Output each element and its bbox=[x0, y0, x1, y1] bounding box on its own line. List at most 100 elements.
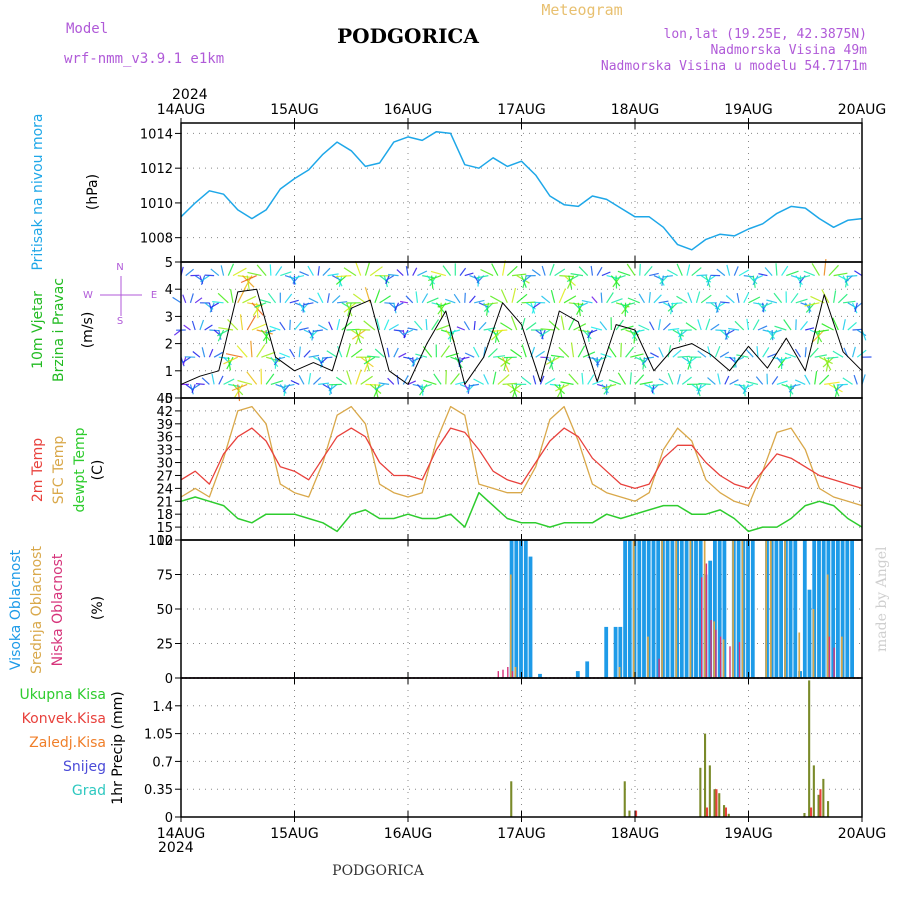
wind-arrow bbox=[247, 271, 262, 277]
wind-arrow bbox=[195, 383, 205, 385]
wind-arrow bbox=[350, 348, 363, 358]
wind-arrow bbox=[826, 356, 839, 359]
wind-arrow bbox=[506, 265, 518, 277]
wind-arrow bbox=[204, 324, 213, 331]
wind-arrow bbox=[658, 347, 664, 358]
wind-arrow bbox=[648, 384, 655, 395]
wind-arrow bbox=[487, 348, 498, 358]
x-tick-label-top: 16AUG bbox=[384, 102, 433, 118]
wind-arrow bbox=[217, 329, 229, 337]
wind-arrow bbox=[853, 302, 863, 310]
high-cloud-bar bbox=[722, 540, 727, 678]
wind-arrow bbox=[303, 329, 315, 335]
y-tick-label: 1.05 bbox=[144, 728, 173, 743]
legend-total-rain: Ukupna Kisa bbox=[19, 687, 106, 703]
wind-arrow bbox=[405, 266, 409, 276]
wind-arrow bbox=[672, 349, 682, 358]
wind-arrow bbox=[250, 340, 253, 358]
mid-cloud-bar bbox=[784, 540, 786, 678]
wind-arrow bbox=[687, 292, 693, 304]
wind-arrow bbox=[576, 302, 584, 315]
wind-arrow bbox=[766, 329, 776, 339]
wind-arrow bbox=[242, 295, 257, 304]
wind-arrow bbox=[354, 260, 362, 276]
wind-arrow bbox=[521, 301, 536, 304]
wind-arrow bbox=[837, 293, 848, 304]
wind-arrow bbox=[736, 354, 749, 358]
wind-arrow bbox=[686, 264, 691, 276]
wind-arrow bbox=[322, 267, 331, 277]
wind-arrow bbox=[625, 346, 634, 358]
wind-arrow bbox=[352, 293, 366, 304]
wind-arrow bbox=[577, 302, 588, 308]
y-tick-label: 4 bbox=[165, 283, 173, 298]
wind-arrow bbox=[453, 293, 461, 304]
x-tick-label-top: 14AUG bbox=[157, 102, 206, 118]
mid-cloud-bar bbox=[765, 540, 767, 678]
wind-arrow bbox=[578, 266, 589, 277]
panel-frame bbox=[180, 122, 863, 263]
wind-arrow bbox=[804, 302, 820, 307]
conv-precip-bar bbox=[705, 807, 708, 817]
wind-arrow bbox=[530, 302, 536, 314]
wind-arrow bbox=[347, 302, 352, 317]
wind-arrow bbox=[588, 329, 598, 334]
wind-arrow bbox=[393, 302, 397, 314]
wind-arrow bbox=[761, 302, 768, 312]
wind-arrow bbox=[828, 264, 839, 277]
total-precip-bar bbox=[510, 781, 513, 817]
wind-arrow bbox=[617, 270, 631, 277]
wind-arrow bbox=[341, 321, 353, 331]
wind-arrow bbox=[294, 302, 305, 307]
wind-arrow bbox=[844, 275, 853, 283]
low-cloud-bar bbox=[511, 671, 514, 678]
wind-arrow bbox=[648, 321, 655, 331]
compass-e: E bbox=[151, 290, 157, 301]
low-cloud-bar bbox=[705, 563, 708, 678]
high-cloud-bar bbox=[821, 540, 826, 678]
total-precip-bar bbox=[803, 813, 806, 817]
wind-arrow bbox=[522, 275, 532, 283]
low-cloud-bar bbox=[833, 647, 835, 678]
wind-arrow bbox=[755, 376, 764, 385]
wind-arrow bbox=[182, 294, 187, 304]
high-cloud-bar bbox=[528, 556, 533, 678]
wind-arrow bbox=[343, 267, 357, 277]
wind-arrow bbox=[280, 271, 292, 277]
wind-arrow bbox=[648, 292, 651, 303]
conv-precip-bar bbox=[819, 789, 822, 817]
mid-cloud-bar bbox=[741, 540, 744, 678]
y-tick-label: 30 bbox=[156, 457, 173, 472]
mid-cloud-bar bbox=[514, 667, 517, 678]
wind-arrow bbox=[270, 356, 279, 368]
wind-arrow bbox=[379, 295, 391, 304]
wind-arrow bbox=[279, 384, 287, 394]
wind-arrow bbox=[633, 329, 645, 333]
wind-arrow bbox=[539, 329, 551, 337]
wind-arrow bbox=[582, 329, 592, 340]
wind-arrow bbox=[602, 383, 617, 389]
wind-arrow bbox=[256, 302, 259, 319]
wind-arrow bbox=[847, 302, 858, 309]
high-cloud-bar bbox=[575, 671, 580, 678]
wind-arrow bbox=[415, 291, 419, 303]
wind-arrow bbox=[256, 344, 266, 358]
wind-arrow bbox=[658, 319, 661, 331]
wind-arrow bbox=[318, 382, 330, 385]
wind-arrow bbox=[369, 266, 383, 277]
wind-arrow bbox=[825, 357, 830, 372]
wind-arrow bbox=[649, 272, 659, 277]
wind-arrow bbox=[236, 345, 248, 358]
wind-arrow bbox=[695, 384, 701, 397]
wind-arrow bbox=[651, 383, 664, 387]
wind-arrow bbox=[766, 299, 778, 304]
wind-arrow bbox=[638, 293, 645, 304]
wind-arrow bbox=[852, 328, 863, 331]
precip-axis-label: 1hr Precip (mm) bbox=[110, 691, 126, 804]
wind-arrow bbox=[440, 345, 450, 358]
wind-arrow bbox=[548, 320, 560, 331]
wind-arrow bbox=[474, 299, 485, 304]
wind-arrow bbox=[388, 323, 399, 331]
wind-arrow bbox=[417, 270, 428, 277]
wind-arrow bbox=[220, 265, 225, 276]
